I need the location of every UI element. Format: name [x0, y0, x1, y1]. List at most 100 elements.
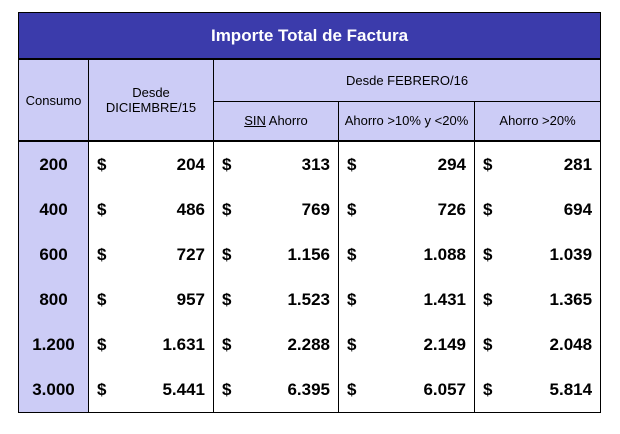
currency: $ — [483, 334, 493, 354]
amount: 6.395 — [287, 379, 330, 399]
value-cell: $1.365 — [473, 277, 602, 322]
currency: $ — [347, 154, 357, 174]
amount: 694 — [563, 199, 593, 219]
value-cell: $694 — [473, 187, 602, 232]
amount: 1.156 — [287, 244, 330, 264]
value-wrap: $6.395 — [214, 380, 338, 400]
header-line: DICIEMBRE/15 — [105, 100, 197, 115]
value-cell: $727 — [88, 232, 214, 277]
amount: 1.631 — [162, 334, 205, 354]
amount: 1.088 — [423, 244, 466, 264]
amount: 769 — [301, 199, 330, 219]
data-row: 1.200 $1.631 $2.288 $2.149 $2.048 — [18, 322, 602, 367]
amount: 294 — [437, 154, 466, 174]
currency: $ — [483, 289, 493, 309]
amount: 5.814 — [549, 379, 593, 399]
amount: 726 — [437, 199, 466, 219]
value-wrap: $5.441 — [89, 380, 213, 400]
value-wrap: $281 — [475, 155, 600, 175]
amount: 1.523 — [287, 289, 330, 309]
data-row: 3.000 $5.441 $6.395 $6.057 $5.814 — [18, 367, 602, 413]
value-wrap: $1.088 — [339, 245, 474, 265]
currency: $ — [97, 379, 107, 399]
consumo-cell: 800 — [18, 277, 89, 322]
value-cell: $726 — [338, 187, 475, 232]
value-cell: $2.048 — [473, 322, 602, 367]
value-cell: $281 — [473, 141, 602, 187]
value-wrap: $5.814 — [475, 380, 600, 400]
value-wrap: $2.149 — [339, 335, 474, 355]
invoice-table: Importe Total de Factura Consumo Desde DI… — [17, 12, 602, 413]
amount: 313 — [301, 154, 330, 174]
value-wrap: $2.048 — [475, 335, 600, 355]
currency: $ — [222, 244, 232, 264]
amount: 2.048 — [549, 334, 593, 354]
consumo-cell: 200 — [18, 141, 89, 187]
amount: 5.441 — [162, 379, 205, 399]
currency: $ — [483, 154, 493, 174]
amount: 1.431 — [423, 289, 466, 309]
currency: $ — [347, 244, 357, 264]
value-wrap: $294 — [339, 155, 474, 175]
currency: $ — [222, 334, 232, 354]
currency: $ — [483, 199, 493, 219]
sub-header: Ahorro >10% y <20% — [338, 100, 475, 142]
table-title: Importe Total de Factura — [17, 12, 602, 60]
value-wrap: $727 — [89, 245, 213, 265]
value-cell: $2.149 — [338, 322, 475, 367]
data-row: 200 $204 $313 $294 $281 — [18, 141, 602, 187]
amount: 204 — [176, 154, 205, 174]
currency: $ — [483, 379, 493, 399]
value-wrap: $694 — [475, 200, 600, 220]
value-wrap: $769 — [214, 200, 338, 220]
value-wrap: $726 — [339, 200, 474, 220]
value-wrap: $6.057 — [339, 380, 474, 400]
consumo-cell: 400 — [18, 187, 89, 232]
value-cell: $6.057 — [338, 367, 475, 413]
currency: $ — [347, 199, 357, 219]
value-wrap: $313 — [214, 155, 338, 175]
data-row: 400 $486 $769 $726 $694 — [18, 187, 602, 232]
value-cell: $5.441 — [88, 367, 214, 413]
currency: $ — [347, 379, 357, 399]
value-wrap: $957 — [89, 290, 213, 310]
value-wrap: $486 — [89, 200, 213, 220]
value-wrap: $1.156 — [214, 245, 338, 265]
data-row: 800 $957 $1.523 $1.431 $1.365 — [18, 277, 602, 322]
sub-header-text: Ahorro — [265, 113, 308, 129]
value-cell: $1.523 — [213, 277, 339, 322]
value-cell: $486 — [88, 187, 214, 232]
sub-header: SIN Ahorro — [213, 100, 339, 142]
amount: 727 — [176, 244, 205, 264]
amount: 1.039 — [549, 244, 593, 264]
consumo-cell: 1.200 — [18, 322, 89, 367]
currency: $ — [347, 289, 357, 309]
value-wrap: $1.431 — [339, 290, 474, 310]
currency: $ — [97, 244, 107, 264]
value-cell: $294 — [338, 141, 475, 187]
amount: 281 — [563, 154, 593, 174]
value-cell: $1.156 — [213, 232, 339, 277]
amount: 2.288 — [287, 334, 330, 354]
currency: $ — [222, 379, 232, 399]
currency: $ — [222, 154, 232, 174]
value-wrap: $204 — [89, 155, 213, 175]
value-wrap: $1.365 — [475, 290, 600, 310]
table-body: Importe Total de Factura Consumo Desde DI… — [17, 12, 602, 413]
feb-header: Desde FEBRERO/16 — [212, 58, 602, 102]
currency: $ — [222, 289, 232, 309]
header-line: Desde — [132, 85, 170, 100]
currency: $ — [483, 244, 493, 264]
value-cell: $6.395 — [213, 367, 339, 413]
amount: 957 — [176, 289, 205, 309]
currency: $ — [222, 199, 232, 219]
amount: 2.149 — [423, 334, 466, 354]
value-cell: $769 — [213, 187, 339, 232]
currency: $ — [97, 199, 107, 219]
consumo-header: Consumo — [18, 58, 89, 142]
value-cell: $5.814 — [473, 367, 602, 413]
sub-header: Ahorro >20% — [473, 100, 602, 142]
consumo-cell: 3.000 — [18, 367, 89, 413]
data-row: 600 $727 $1.156 $1.088 $1.039 — [18, 232, 602, 277]
amount: 1.365 — [549, 289, 593, 309]
